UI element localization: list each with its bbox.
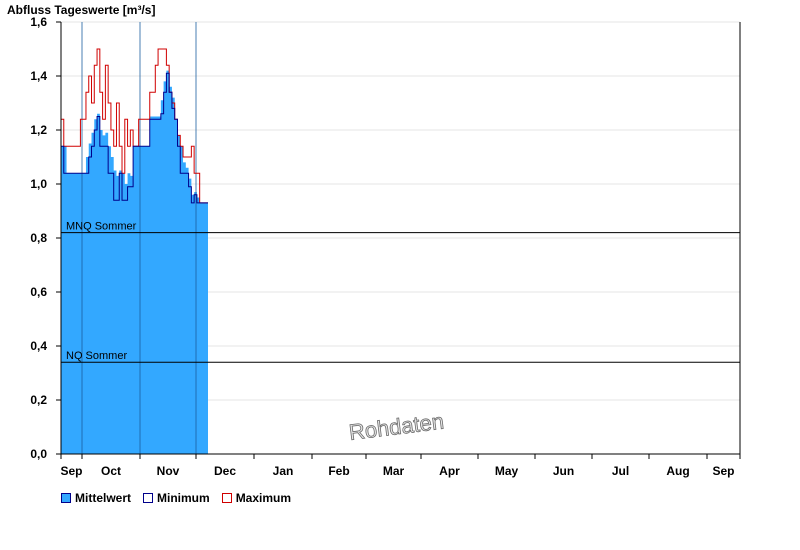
x-tick-label: Jun bbox=[553, 464, 574, 478]
x-tick-label: Aug bbox=[666, 464, 689, 478]
y-tick-label: 1,0 bbox=[30, 177, 47, 191]
series-maximum-line bbox=[61, 48, 208, 204]
x-tick-label: Jul bbox=[612, 464, 629, 478]
y-tick-label: 0,0 bbox=[30, 447, 47, 461]
reference-lines: MNQ Sommer NQ Sommer bbox=[61, 221, 740, 363]
y-tick-label: 0,8 bbox=[30, 231, 47, 245]
x-tick-label: Nov bbox=[157, 464, 180, 478]
y-tick-label: 0,4 bbox=[30, 339, 47, 353]
x-tick-label: Dec bbox=[214, 464, 236, 478]
legend-item-mean: Mittelwert bbox=[61, 491, 131, 505]
legend-label-mean: Mittelwert bbox=[75, 491, 132, 505]
series-minimum-line bbox=[61, 72, 208, 204]
x-tick-label: Feb bbox=[328, 464, 349, 478]
chart-title: Abfluss Tageswerte [m³/s] bbox=[7, 3, 155, 17]
x-tick-label: Jan bbox=[273, 464, 294, 478]
reference-line-label: NQ Sommer bbox=[66, 350, 127, 362]
watermark-text: Rohdaten bbox=[348, 409, 446, 445]
legend-swatch-min bbox=[143, 493, 154, 503]
x-tick-label: Apr bbox=[439, 464, 460, 478]
x-tick-label: May bbox=[495, 464, 519, 478]
x-tick-label: Sep bbox=[712, 464, 734, 478]
legend-swatch-mean bbox=[61, 493, 71, 503]
x-tick-label: Mar bbox=[383, 464, 405, 478]
legend-label-min: Minimum bbox=[157, 491, 210, 505]
x-tick-label: Sep bbox=[60, 464, 82, 478]
legend-swatch-max bbox=[221, 493, 232, 503]
axes: 0,0 0,2 0,4 0,6 0,8 1,0 1,2 1,4 1,6 Sep Oct Nov Dec J… bbox=[30, 15, 741, 478]
x-tick-label: Oct bbox=[101, 464, 121, 478]
plot-series bbox=[61, 22, 208, 454]
legend-item-min: Minimum bbox=[143, 491, 210, 505]
y-tick-label: 0,2 bbox=[30, 393, 47, 407]
legend-item-max: Maximum bbox=[221, 491, 292, 505]
y-tick-label: 1,2 bbox=[30, 123, 47, 137]
legend-label-max: Maximum bbox=[235, 491, 292, 505]
y-tick-label: 1,4 bbox=[30, 69, 47, 83]
y-tick-label: 0,6 bbox=[30, 285, 47, 299]
y-tick-label: 1,6 bbox=[30, 15, 47, 29]
reference-line-label: MNQ Sommer bbox=[66, 221, 137, 233]
legend: Mittelwert Minimum Maximum bbox=[61, 490, 303, 506]
series-mittelwert-area bbox=[61, 70, 208, 454]
